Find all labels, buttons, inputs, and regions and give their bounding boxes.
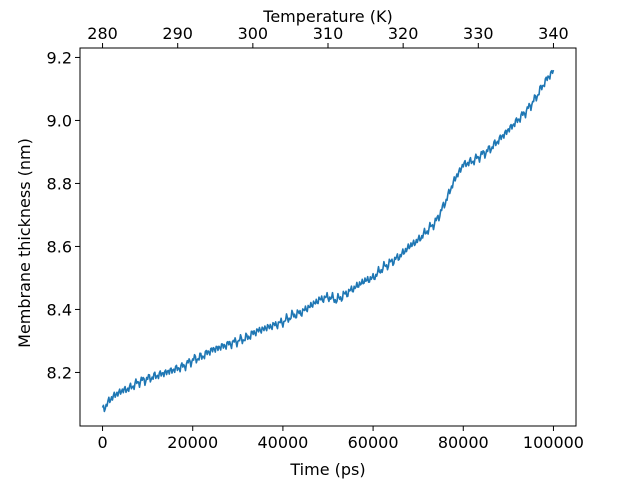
y-axis: 8.2 8.4 8.6 8.8 9.0 9.2 — [47, 48, 80, 382]
y-tick-label: 8.8 — [47, 174, 72, 193]
x-tick-label: 80000 — [438, 433, 489, 452]
x-tick-label: 0 — [97, 433, 107, 452]
x-tick-label: 20000 — [167, 433, 218, 452]
x-tick-label: 40000 — [257, 433, 308, 452]
y-tick-label: 8.2 — [47, 363, 72, 382]
top-x-tick-label: 310 — [313, 24, 344, 43]
x-axis-label: Time (ps) — [289, 460, 365, 479]
y-tick-label: 9.0 — [47, 111, 72, 130]
top-x-tick-label: 320 — [388, 24, 419, 43]
y-tick-label: 8.6 — [47, 237, 72, 256]
series-line — [101, 69, 555, 413]
top-x-axis: 280 290 300 310 320 330 340 — [87, 24, 569, 48]
x-axis: 0 20000 40000 60000 80000 100000 — [97, 426, 584, 452]
x-tick-label: 100000 — [523, 433, 584, 452]
x-tick-label: 60000 — [348, 433, 399, 452]
plot-area — [101, 69, 555, 413]
y-tick-label: 9.2 — [47, 48, 72, 67]
top-x-tick-label: 300 — [238, 24, 269, 43]
top-x-tick-label: 340 — [538, 24, 569, 43]
y-axis-label: Membrane thickness (nm) — [15, 138, 34, 348]
top-x-tick-label: 280 — [87, 24, 118, 43]
axes-frame — [79, 47, 577, 427]
top-x-tick-label: 330 — [463, 24, 494, 43]
top-x-axis-label: Temperature (K) — [262, 7, 392, 26]
top-x-tick-label: 290 — [162, 24, 193, 43]
y-tick-label: 8.4 — [47, 300, 72, 319]
